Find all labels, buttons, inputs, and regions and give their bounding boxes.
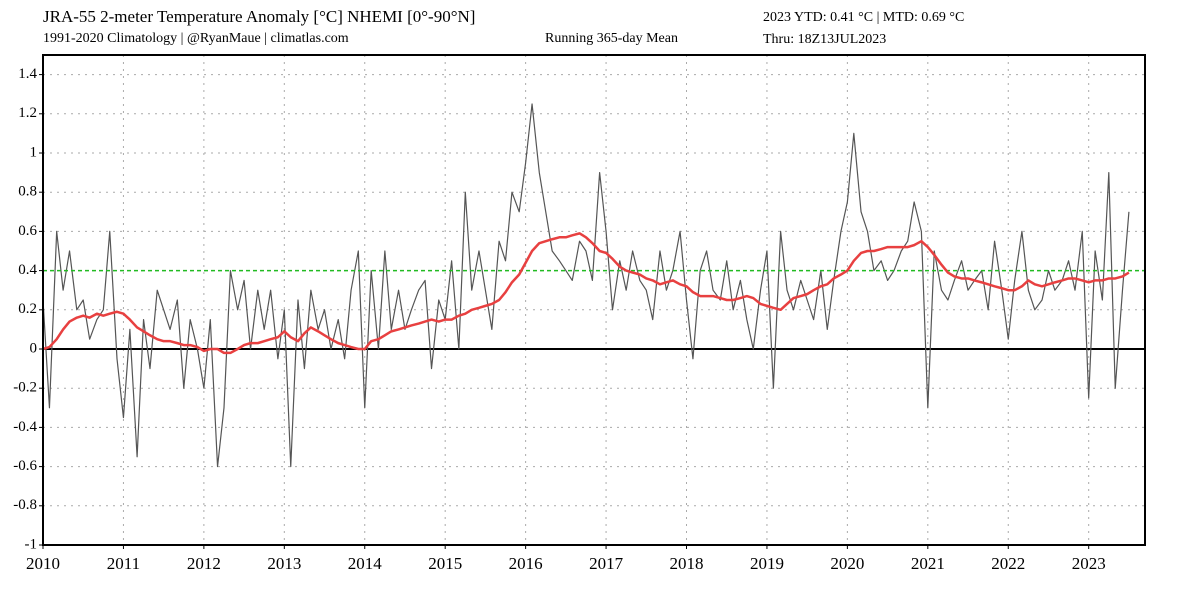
y-tick-label: -0.8 bbox=[13, 497, 37, 513]
x-tick-label: 2013 bbox=[267, 554, 301, 573]
annotation: Thru: 18Z13JUL2023 bbox=[763, 32, 886, 47]
annotation: 2023 YTD: 0.41 °C | MTD: 0.69 °C bbox=[763, 10, 964, 25]
x-tick-label: 2021 bbox=[911, 554, 945, 573]
x-tick-label: 2020 bbox=[830, 554, 864, 573]
x-tick-label: 2014 bbox=[348, 554, 383, 573]
chart-title: JRA-55 2-meter Temperature Anomaly [°C] … bbox=[43, 7, 475, 26]
x-tick-label: 2019 bbox=[750, 554, 784, 573]
x-tick-label: 2023 bbox=[1072, 554, 1106, 573]
y-tick-label: 0.2 bbox=[18, 301, 37, 317]
y-tick-label: 1.2 bbox=[18, 105, 37, 121]
y-tick-label: 0.8 bbox=[18, 184, 37, 200]
x-tick-label: 2012 bbox=[187, 554, 221, 573]
y-tick-label: -0.6 bbox=[13, 458, 37, 474]
data-line bbox=[42, 103, 1130, 468]
y-tick-label: 1 bbox=[30, 144, 38, 160]
data-line bbox=[42, 232, 1130, 355]
x-tick-label: 2011 bbox=[107, 554, 140, 573]
y-tick-label: -0.4 bbox=[13, 419, 37, 435]
y-tick-label: -1 bbox=[25, 536, 38, 552]
y-tick-label: 0 bbox=[30, 340, 38, 356]
plot-frame bbox=[42, 54, 1146, 546]
x-tick-label: 2016 bbox=[509, 554, 543, 573]
x-tick-label: 2022 bbox=[991, 554, 1025, 573]
x-tick-label: 2018 bbox=[670, 554, 704, 573]
y-tick-label: 1.4 bbox=[18, 66, 37, 82]
x-tick-label: 2017 bbox=[589, 554, 624, 573]
x-tick-label: 2010 bbox=[26, 554, 60, 573]
y-tick-label: 0.4 bbox=[18, 262, 37, 278]
y-tick-label: -0.2 bbox=[13, 380, 37, 396]
x-tick-label: 2015 bbox=[428, 554, 462, 573]
chart-subtitle: 1991-2020 Climatology | @RyanMaue | clim… bbox=[43, 31, 349, 46]
y-tick-label: 0.6 bbox=[18, 223, 37, 239]
legend-label: Running 365-day Mean bbox=[545, 31, 678, 46]
